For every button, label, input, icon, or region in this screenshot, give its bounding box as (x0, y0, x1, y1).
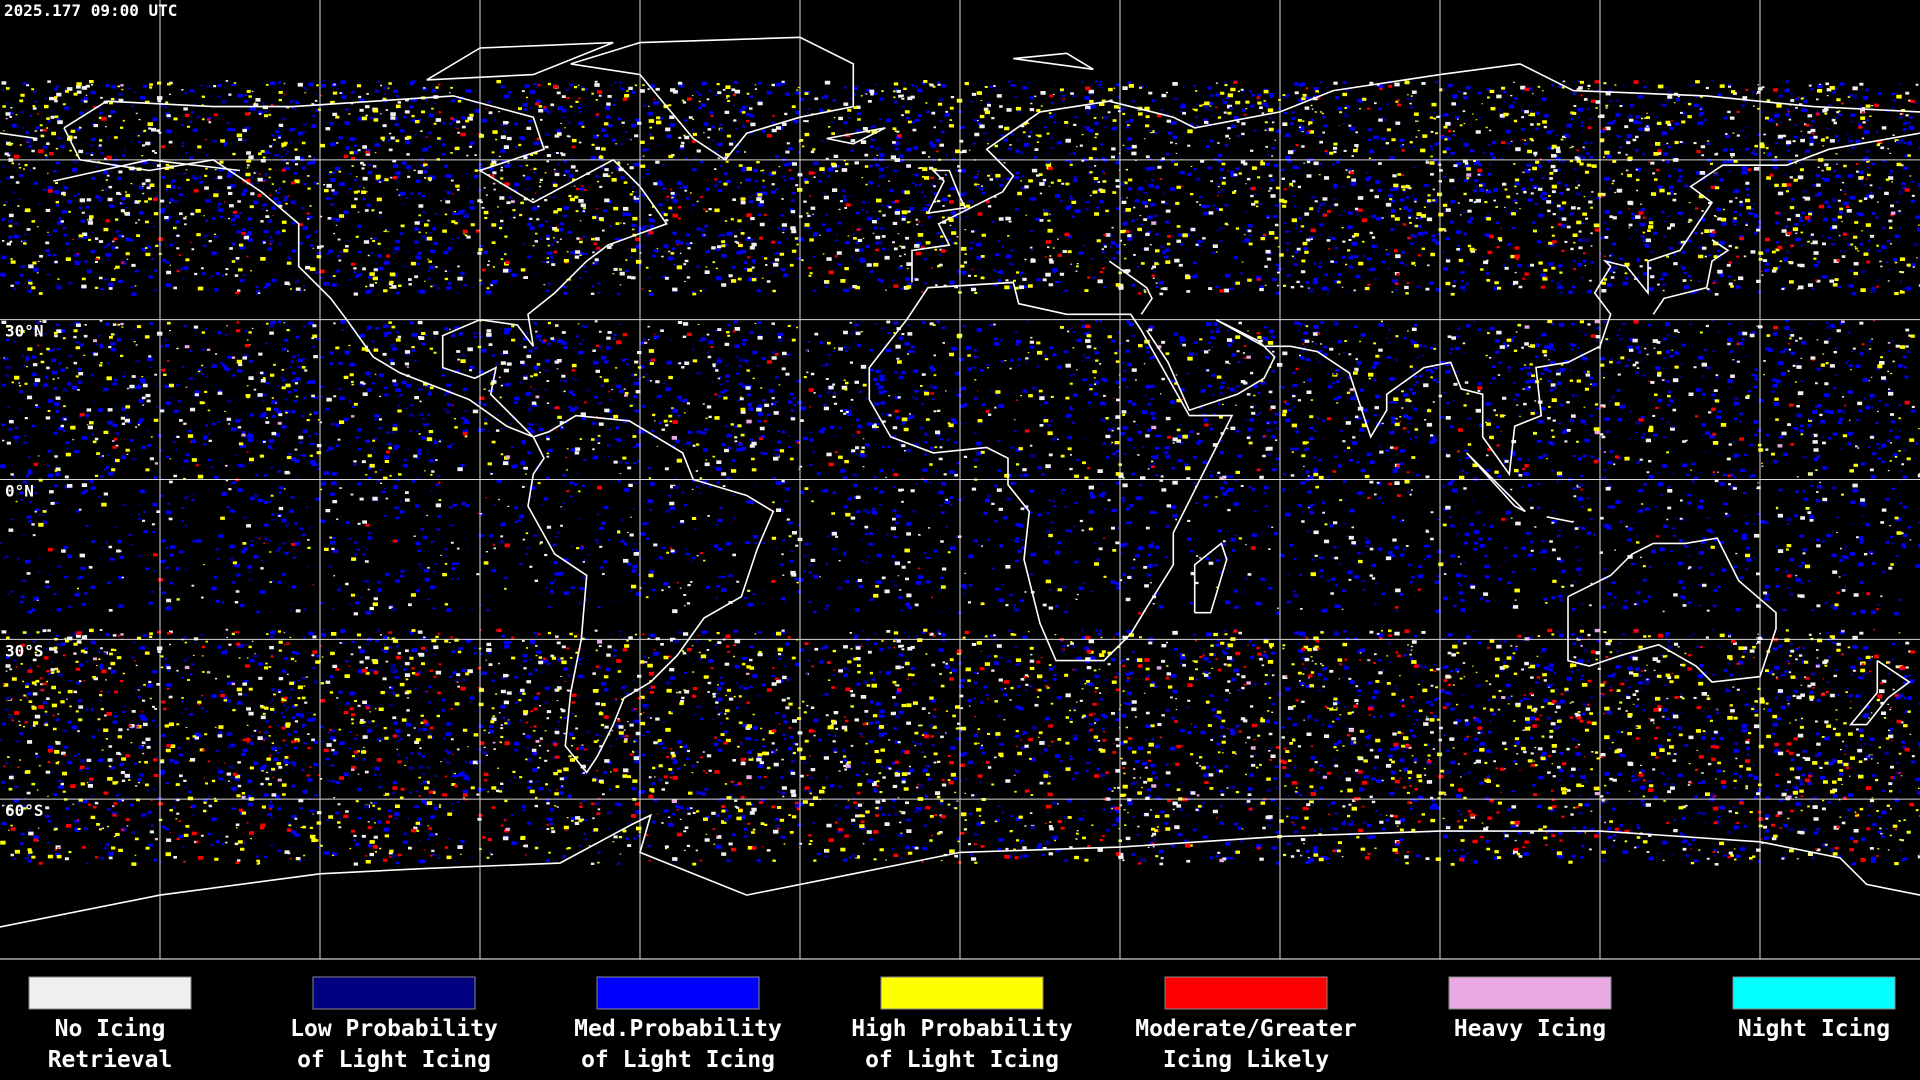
legend-label: Icing Likely (1163, 1047, 1329, 1073)
legend-label: Low Probability (290, 1016, 498, 1042)
legend-swatch (1448, 976, 1612, 1010)
coastline (1567, 537, 1777, 683)
coastline (927, 169, 967, 214)
latitude-labels: 30°N 0°N 30°S 60°S (5, 322, 44, 821)
coastline (826, 127, 886, 145)
icing-speckles (1, 80, 1920, 866)
legend-label: of Light Icing (581, 1047, 775, 1073)
coastline (1146, 132, 1920, 477)
coastline (868, 281, 1234, 662)
coastline (570, 36, 855, 161)
legend-swatch (28, 976, 192, 1010)
legend-label: No Icing (55, 1016, 166, 1042)
legend-label: Retrieval (48, 1047, 173, 1073)
legend-swatch (596, 976, 760, 1010)
legend-swatch (312, 976, 476, 1010)
coastline (426, 41, 614, 81)
legend-swatch (880, 976, 1044, 1010)
coastline (527, 414, 775, 774)
coastline (1652, 239, 1730, 315)
latitude-label: 30°S (5, 641, 44, 660)
coastline (1193, 542, 1228, 614)
graticule (0, 0, 1920, 959)
legend-label: High Probability (851, 1016, 1073, 1042)
coastlines (0, 36, 1920, 928)
coastline (1108, 260, 1153, 315)
latitude-label: 30°N (5, 322, 44, 341)
legend-swatch (1732, 976, 1896, 1010)
latitude-label: 60°S (5, 801, 44, 820)
timestamp: 2025.177 09:00 UTC (4, 1, 177, 20)
coastline (911, 63, 1920, 283)
legend-label: of Light Icing (297, 1047, 491, 1073)
legend-label: Med.Probability (574, 1016, 782, 1042)
legend-swatch (1164, 976, 1328, 1010)
coastline (1546, 516, 1574, 523)
coastline (1848, 659, 1911, 726)
coastline (0, 132, 38, 140)
icing-speckles (0, 80, 1920, 866)
legend-label: of Light Icing (865, 1047, 1059, 1073)
legend-label: Night Icing (1738, 1016, 1890, 1042)
coastline (63, 95, 668, 438)
legend-label: Moderate/Greater (1135, 1016, 1357, 1042)
coastline (1013, 52, 1094, 71)
legend-label: Heavy Icing (1454, 1016, 1606, 1042)
legend: No Icing Retrieval Low Probability of Light… (28, 976, 1896, 1073)
latitude-label: 0°N (5, 482, 34, 501)
